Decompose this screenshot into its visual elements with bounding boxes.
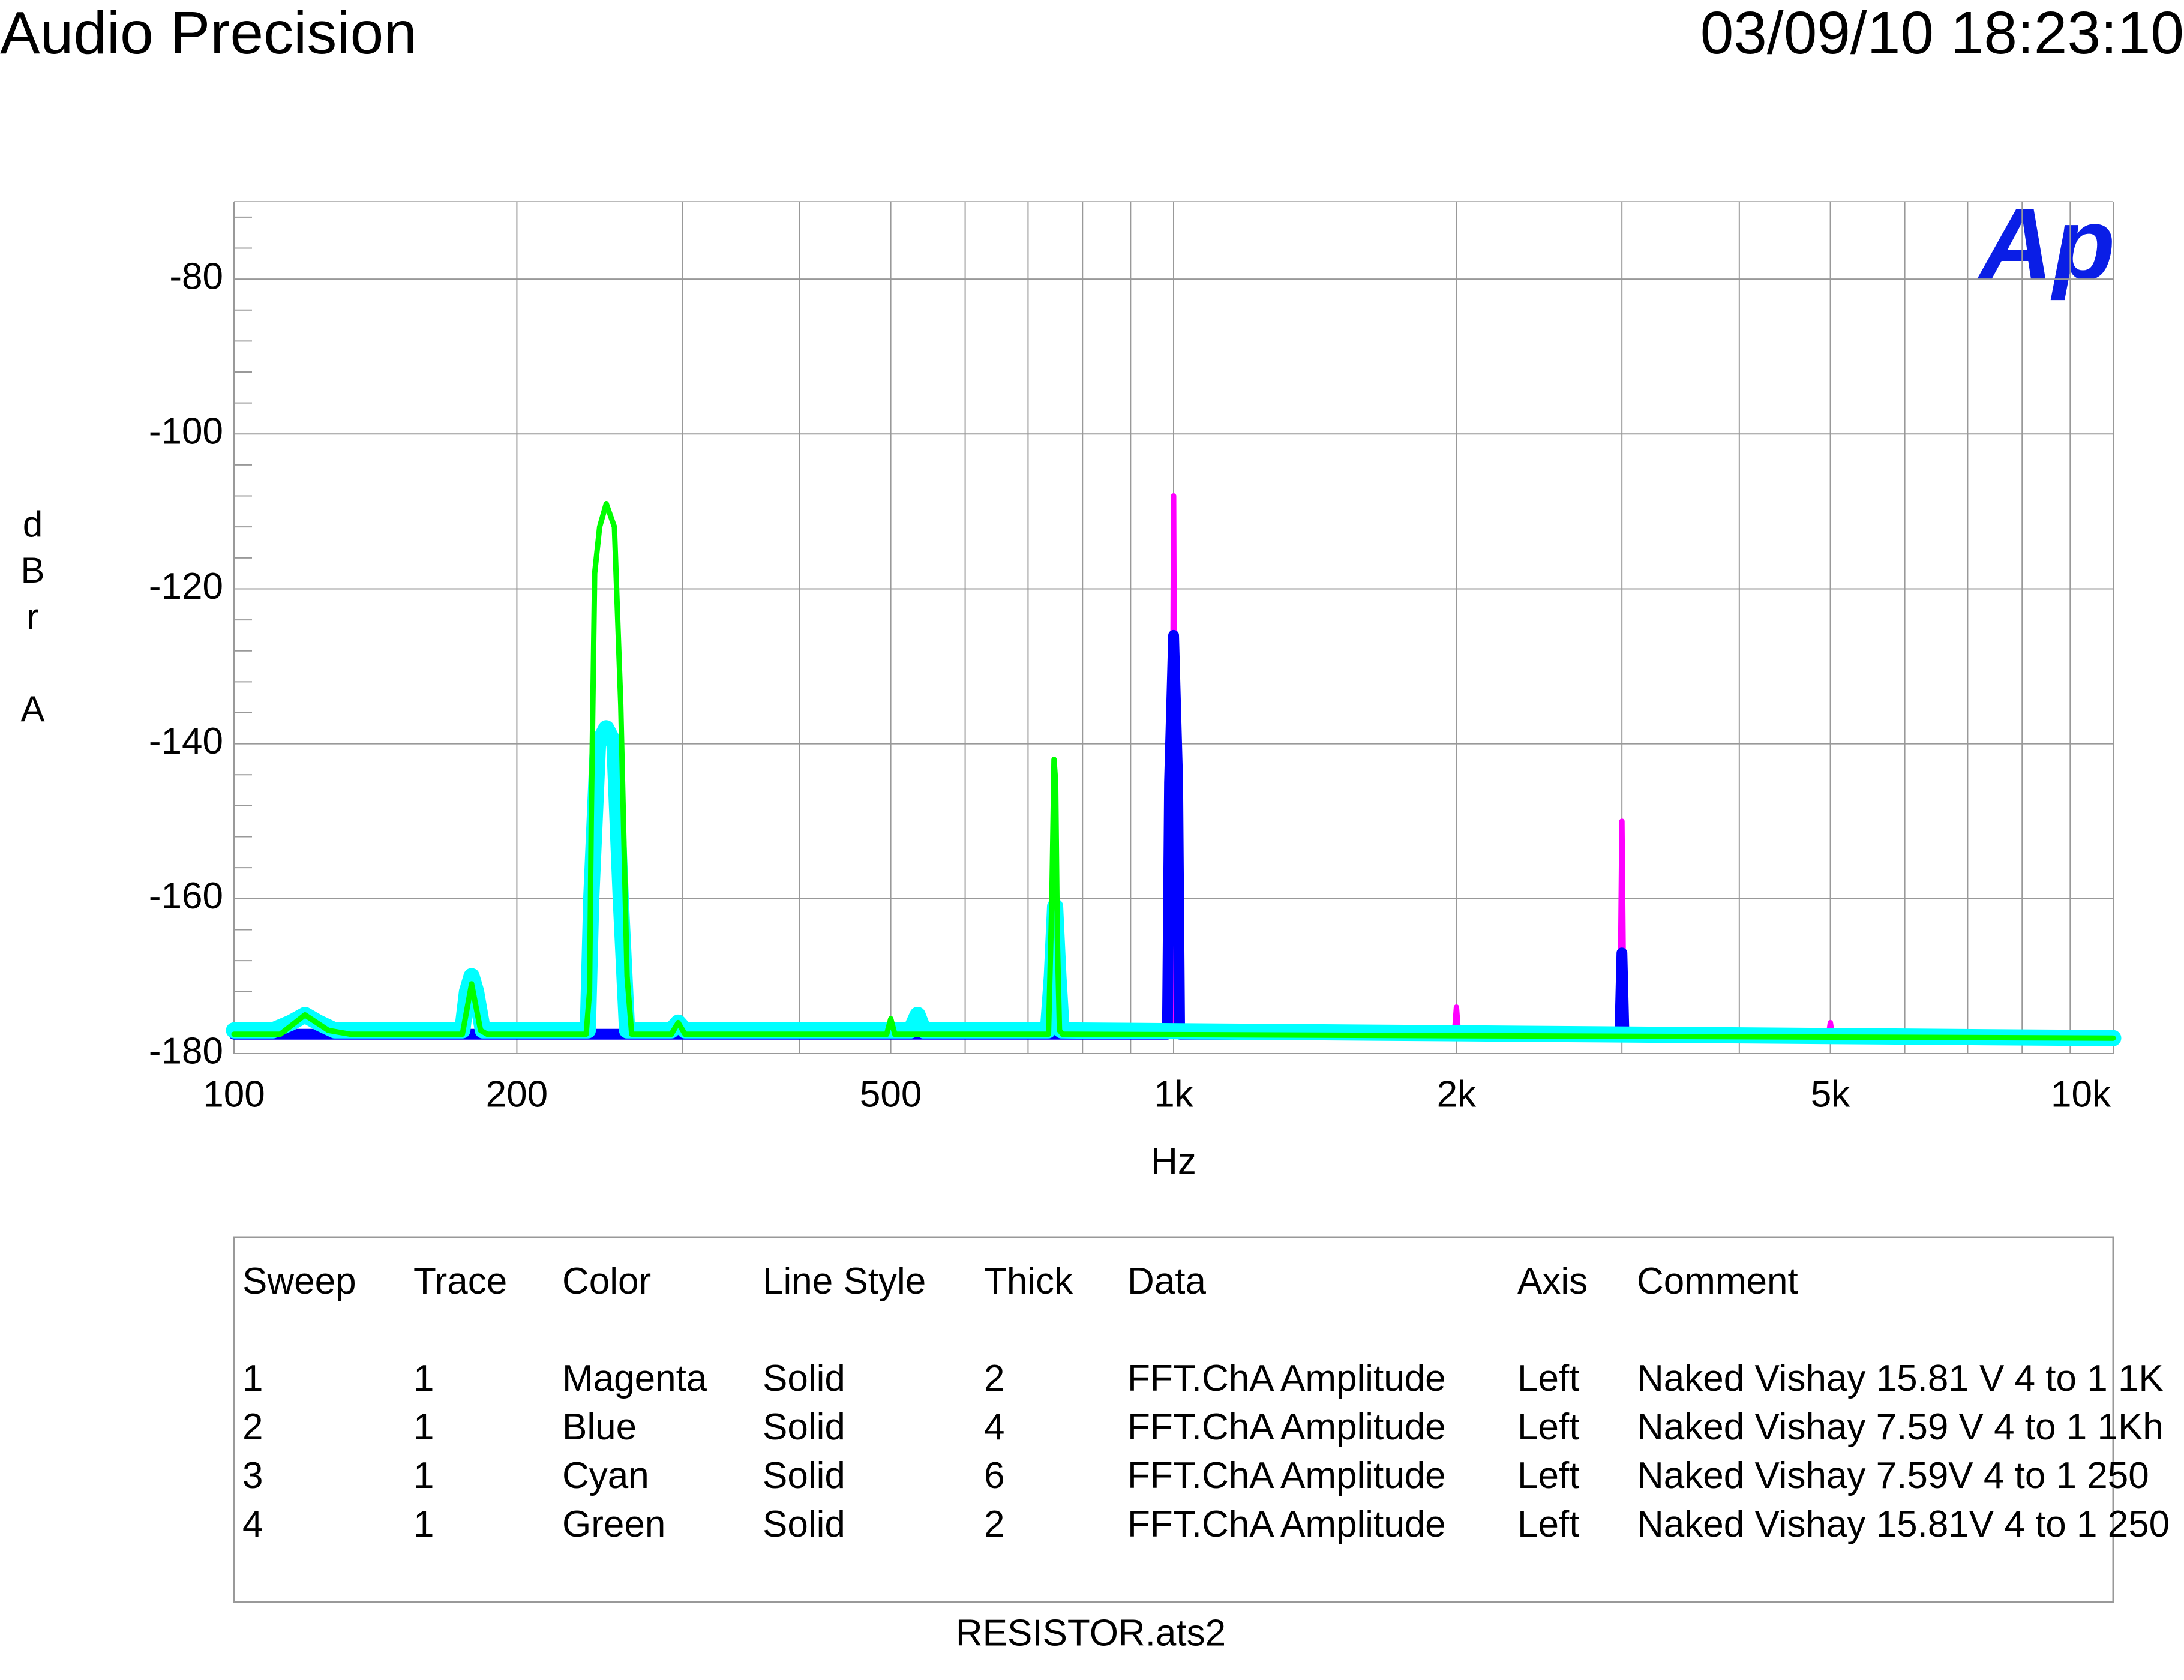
table-cell: Trace <box>413 1261 508 1302</box>
table-cell: Left <box>1517 1358 1580 1399</box>
table-cell: Line Style <box>763 1261 926 1302</box>
table-cell: 4 <box>242 1504 263 1545</box>
legend-table-frame <box>233 1236 2114 1603</box>
x-tick-label: 2k <box>1437 1073 1477 1115</box>
table-cell: FFT.ChA Amplitude <box>1127 1358 1446 1399</box>
table-cell: Left <box>1517 1504 1580 1545</box>
table-cell: Naked Vishay 15.81 V 4 to 1 1K <box>1637 1358 2164 1399</box>
table-cell: Solid <box>763 1455 845 1496</box>
table-cell: Solid <box>763 1406 845 1448</box>
table-cell: 1 <box>413 1406 434 1448</box>
table-cell: Solid <box>763 1358 845 1399</box>
table-cell: 1 <box>242 1358 263 1399</box>
table-cell: Naked Vishay 15.81V 4 to 1 250 <box>1637 1504 2170 1545</box>
table-cell: Naked Vishay 7.59V 4 to 1 250 <box>1637 1455 2149 1496</box>
table-cell: Left <box>1517 1455 1580 1496</box>
table-cell: Naked Vishay 7.59 V 4 to 1 1Kh <box>1637 1406 2164 1448</box>
table-cell: 2 <box>242 1406 263 1448</box>
table-cell: 6 <box>984 1455 1005 1496</box>
logo: Ap <box>1977 187 2116 301</box>
table-cell: FFT.ChA Amplitude <box>1127 1504 1446 1545</box>
table-cell: FFT.ChA Amplitude <box>1127 1406 1446 1448</box>
y-tick-label: -140 <box>149 721 223 762</box>
y-axis-label: dBr A <box>13 504 53 735</box>
table-cell: Axis <box>1517 1261 1588 1302</box>
table-cell: Color <box>562 1261 652 1302</box>
table-cell: Sweep <box>242 1261 356 1302</box>
table-cell: Left <box>1517 1406 1580 1448</box>
table-cell: Comment <box>1637 1261 1798 1302</box>
table-cell: Solid <box>763 1504 845 1545</box>
file-name: RESISTOR.ats2 <box>956 1612 1226 1654</box>
y-tick-label: -120 <box>149 566 223 607</box>
x-tick-label: 500 <box>860 1073 922 1115</box>
table-cell: 2 <box>984 1504 1005 1545</box>
table-cell: 1 <box>413 1504 434 1545</box>
x-axis-label: Hz <box>1151 1141 1196 1182</box>
x-tick-label: 200 <box>486 1073 548 1115</box>
x-tick-label: 5k <box>1811 1073 1850 1115</box>
table-cell: 1 <box>413 1455 434 1496</box>
x-tick-label: 100 <box>203 1073 265 1115</box>
table-cell: Magenta <box>562 1358 707 1399</box>
table-cell: Blue <box>562 1406 637 1448</box>
table-cell: Data <box>1127 1261 1206 1302</box>
series-line <box>229 629 2119 1044</box>
series-line <box>231 501 2116 1041</box>
table-cell: 4 <box>984 1406 1005 1448</box>
y-tick-label: -80 <box>169 256 223 297</box>
table-cell: Thick <box>984 1261 1073 1302</box>
y-tick-label: -100 <box>149 411 223 452</box>
x-tick-label: 1k <box>1154 1073 1193 1115</box>
table-cell: 3 <box>242 1455 263 1496</box>
table-cell: 2 <box>984 1358 1005 1399</box>
table-cell: FFT.ChA Amplitude <box>1127 1455 1446 1496</box>
x-tick-label: 10k <box>2051 1073 2111 1115</box>
y-tick-label: -160 <box>149 875 223 917</box>
table-cell: Cyan <box>562 1455 649 1496</box>
title: Audio Precision <box>0 0 417 67</box>
y-tick-label: -180 <box>149 1030 223 1072</box>
table-cell: 1 <box>413 1358 434 1399</box>
table-cell: Green <box>562 1504 666 1545</box>
timestamp: 03/09/10 18:23:10 <box>1700 0 2184 67</box>
